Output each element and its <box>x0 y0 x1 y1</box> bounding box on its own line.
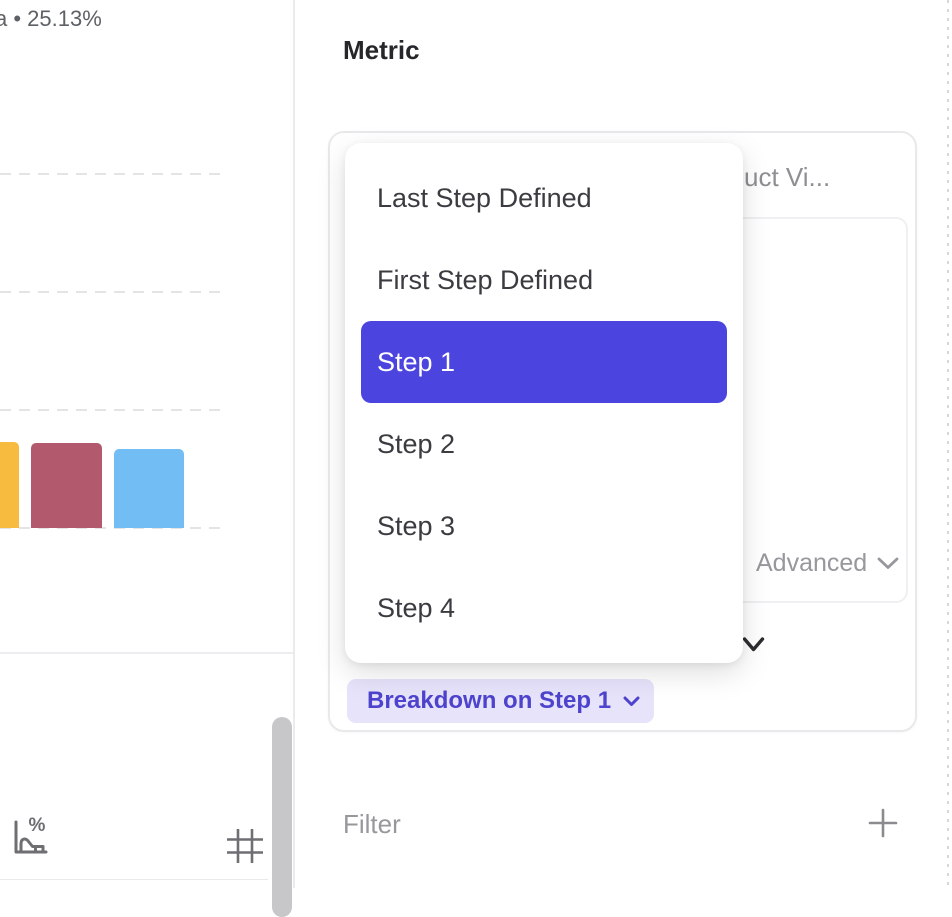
panel-divider <box>293 0 295 888</box>
breakdown-button[interactable]: Breakdown on Step 1 <box>347 679 655 723</box>
add-filter-button[interactable] <box>866 806 900 840</box>
scrollbar-thumb[interactable] <box>272 717 292 917</box>
dropdown-item-last-step-defined[interactable]: Last Step Defined <box>377 182 592 213</box>
dropdown-item-step-3[interactable]: Step 3 <box>377 510 456 541</box>
chart-bar-yellow[interactable] <box>0 442 19 528</box>
left-panel-bottom-border <box>0 879 268 880</box>
grid-hash-icon[interactable] <box>227 829 263 863</box>
dropdown-item-step-1[interactable]: Step 1 <box>361 321 727 403</box>
plus-icon <box>868 808 898 838</box>
chart-gridline <box>0 527 227 529</box>
advanced-label: Advanced <box>756 549 868 577</box>
chart-gridline <box>0 409 227 411</box>
dropdown-item-step-4[interactable]: Step 4 <box>377 592 456 623</box>
funnel-percent-chart-icon[interactable]: % <box>7 815 49 859</box>
svg-text:%: % <box>29 815 46 836</box>
chevron-down-icon <box>877 557 899 570</box>
chevron-down-icon[interactable] <box>742 636 765 653</box>
chart-gridline <box>0 173 227 175</box>
dropdown-item-step-2[interactable]: Step 2 <box>377 428 456 459</box>
chart-bar-maroon[interactable] <box>31 443 102 528</box>
chart-bar-blue[interactable] <box>114 449 184 528</box>
advanced-toggle[interactable]: Advanced <box>756 549 899 578</box>
series-legend-text: a • 25.13% <box>0 6 102 31</box>
event-title-truncated[interactable]: uct Vi... <box>744 162 831 192</box>
metric-section-title: Metric <box>343 35 420 65</box>
dropdown-item-first-step-defined[interactable]: First Step Defined <box>377 264 594 295</box>
right-panel-dashed-edge <box>947 0 949 888</box>
chart-gridline <box>0 291 227 293</box>
chevron-down-icon <box>623 696 640 707</box>
left-panel-section-divider <box>0 652 293 654</box>
breakdown-button-label: Breakdown on Step 1 <box>367 687 612 714</box>
step-dropdown-menu: Last Step Defined First Step Defined Ste… <box>345 143 743 663</box>
filter-section-title: Filter <box>343 809 401 839</box>
